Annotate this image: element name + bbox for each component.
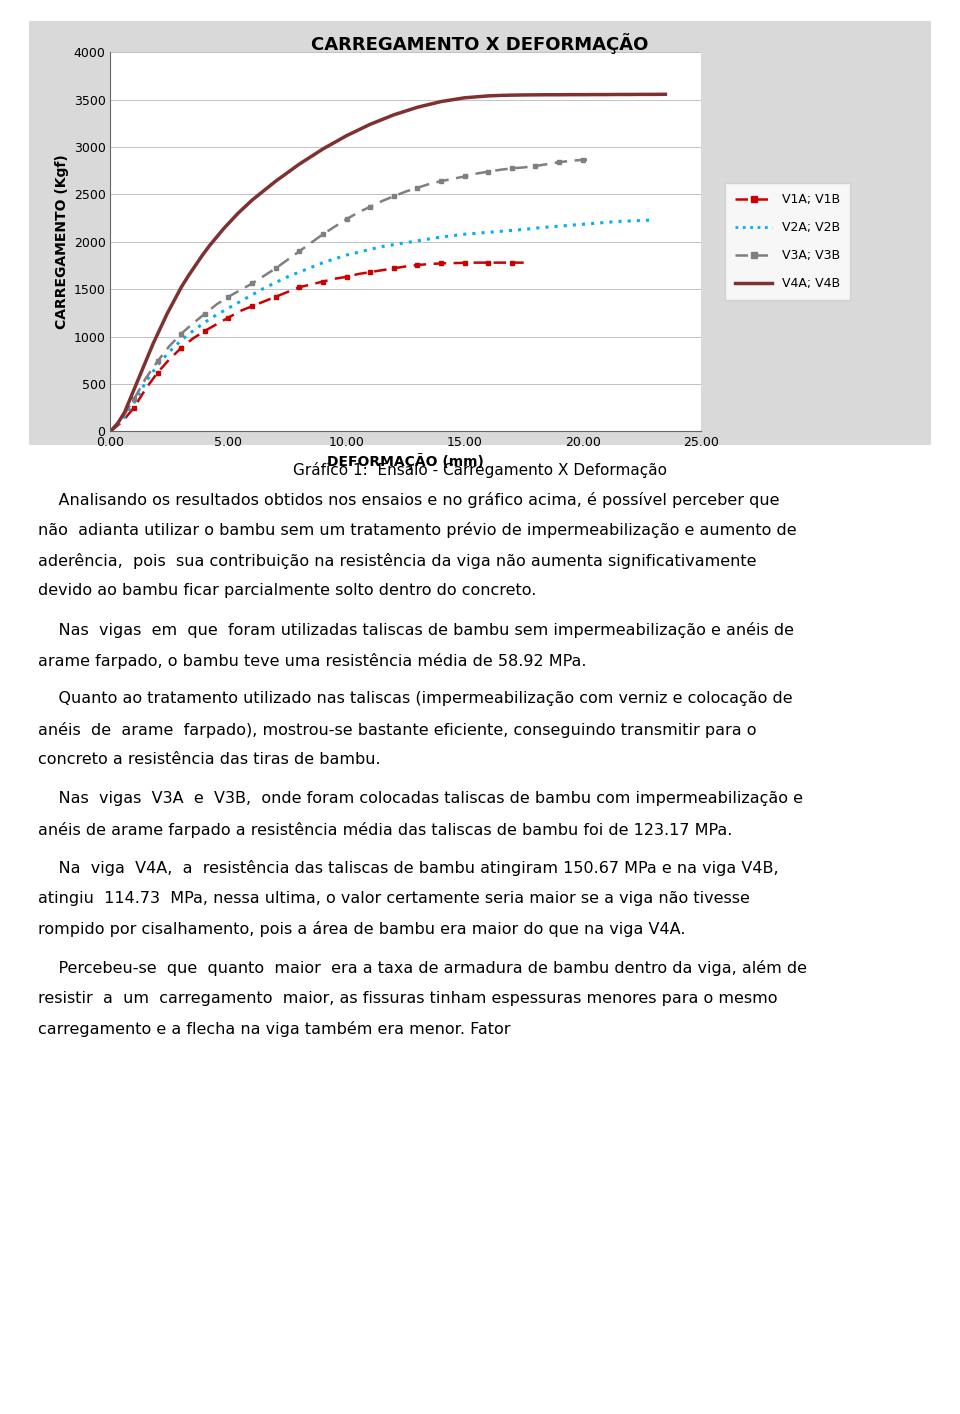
Text: Nas  vigas  V3A  e  V3B,  onde foram colocadas taliscas de bambu com impermeabil: Nas vigas V3A e V3B, onde foram colocada… xyxy=(38,790,804,806)
Text: aderência,  pois  sua contribuição na resistência da viga não aumenta significat: aderência, pois sua contribuição na resi… xyxy=(38,553,756,568)
Text: resistir  a  um  carregamento  maior, as fissuras tinham espessuras menores para: resistir a um carregamento maior, as fis… xyxy=(38,990,778,1005)
Text: Nas  vigas  em  que  foram utilizadas taliscas de bambu sem impermeabilização e : Nas vigas em que foram utilizadas talisc… xyxy=(38,622,795,638)
Text: não  adianta utilizar o bambu sem um tratamento prévio de impermeabilização e au: não adianta utilizar o bambu sem um trat… xyxy=(38,522,797,539)
Text: Gráfico 1:  Ensaio - Carregamento X Deformação: Gráfico 1: Ensaio - Carregamento X Defor… xyxy=(293,462,667,478)
Text: devido ao bambu ficar parcialmente solto dentro do concreto.: devido ao bambu ficar parcialmente solto… xyxy=(38,583,537,598)
Text: Quanto ao tratamento utilizado nas taliscas (impermeabilização com verniz e colo: Quanto ao tratamento utilizado nas talis… xyxy=(38,691,793,707)
Text: anéis de arame farpado a resistência média das taliscas de bambu foi de 123.17 M: anéis de arame farpado a resistência méd… xyxy=(38,822,732,837)
Text: Analisando os resultados obtidos nos ensaios e no gráfico acima, é possível perc: Analisando os resultados obtidos nos ens… xyxy=(38,492,780,508)
Y-axis label: CARREGAMENTO (Kgf): CARREGAMENTO (Kgf) xyxy=(56,154,69,329)
Text: anéis  de  arame  farpado), mostrou-se bastante eficiente, conseguindo transmiti: anéis de arame farpado), mostrou-se bast… xyxy=(38,721,756,738)
Text: CARREGAMENTO X DEFORMAÇÃO: CARREGAMENTO X DEFORMAÇÃO xyxy=(311,33,649,54)
Legend: V1A; V1B, V2A; V2B, V3A; V3B, V4A; V4B: V1A; V1B, V2A; V2B, V3A; V3B, V4A; V4B xyxy=(725,184,851,300)
Text: Na  viga  V4A,  a  resistência das taliscas de bambu atingiram 150.67 MPa e na v: Na viga V4A, a resistência das taliscas … xyxy=(38,860,779,877)
Text: concreto a resistência das tiras de bambu.: concreto a resistência das tiras de bamb… xyxy=(38,752,381,768)
Text: Percebeu-se  que  quanto  maior  era a taxa de armadura de bambu dentro da viga,: Percebeu-se que quanto maior era a taxa … xyxy=(38,960,807,976)
Text: carregamento e a flecha na viga também era menor. Fator: carregamento e a flecha na viga também e… xyxy=(38,1021,511,1036)
Text: atingiu  114.73  MPa, nessa ultima, o valor certamente seria maior se a viga não: atingiu 114.73 MPa, nessa ultima, o valo… xyxy=(38,891,751,906)
X-axis label: DEFORMAÇÃO (mm): DEFORMAÇÃO (mm) xyxy=(327,454,484,469)
Text: arame farpado, o bambu teve uma resistência média de 58.92 MPa.: arame farpado, o bambu teve uma resistên… xyxy=(38,652,587,669)
Text: rompido por cisalhamento, pois a área de bambu era maior do que na viga V4A.: rompido por cisalhamento, pois a área de… xyxy=(38,922,685,937)
